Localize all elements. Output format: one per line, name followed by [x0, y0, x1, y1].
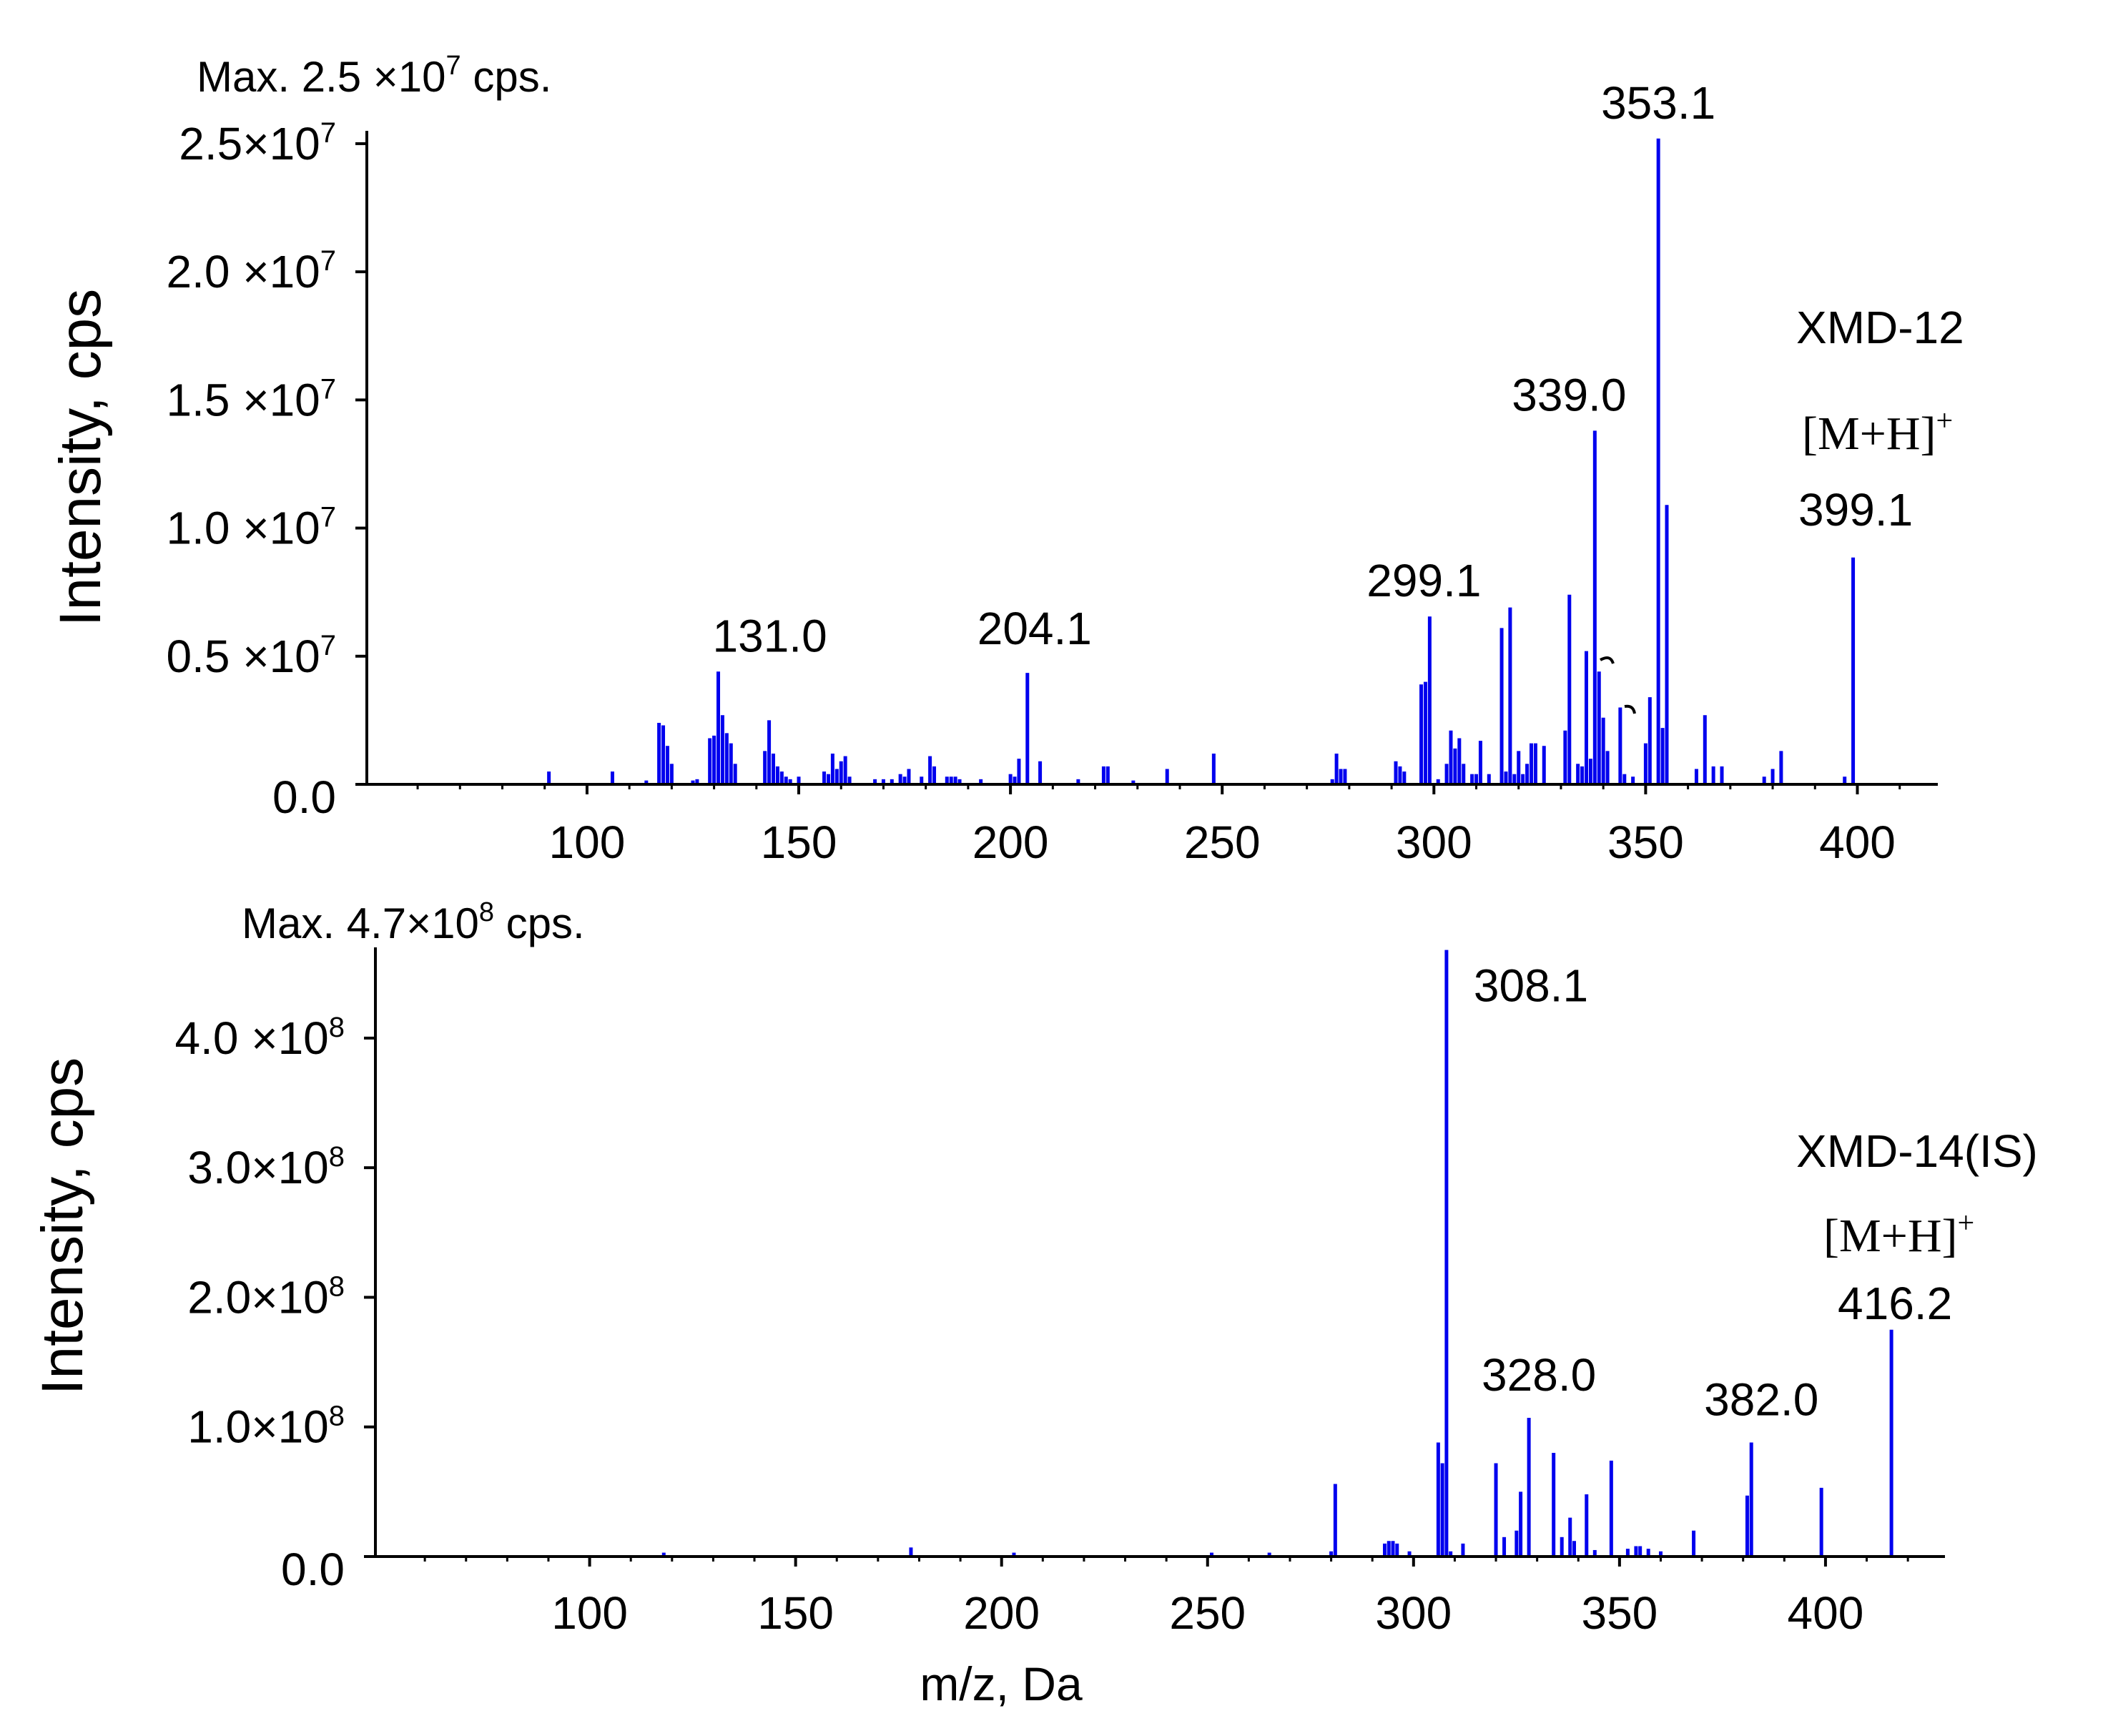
x-tick-label: 150	[757, 1587, 834, 1639]
y-tick-label: 2.0×108	[187, 1271, 345, 1323]
peak-label: 353.1	[1601, 77, 1715, 129]
peak-label: 204.1	[977, 603, 1092, 654]
y-tick-label: 1.0 ×107	[166, 502, 336, 554]
x-tick-label: 200	[972, 817, 1049, 868]
precursor-mz-label: 399.1	[1798, 484, 1913, 536]
precursor-mz-label: 416.2	[1838, 1278, 1952, 1329]
peak-label: 131.0	[713, 610, 827, 661]
peak-label: 328.0	[1482, 1349, 1596, 1401]
x-tick-labels: 100 150 200 250 300 350 400	[549, 817, 1896, 868]
y-tick-label: 2.0 ×107	[166, 245, 336, 297]
peaks	[547, 138, 1856, 784]
chart-xmd14: Max. 4.7×108 cps. Intensity, cps 0.0 1.0×…	[30, 897, 2038, 1710]
y-tick-label: 3.0×108	[187, 1141, 345, 1193]
peak-label: 382.0	[1704, 1373, 1818, 1425]
x-axis-label: m/z, Da	[920, 1657, 1083, 1710]
x-tick-label: 100	[551, 1587, 628, 1639]
y-tick-labels: 0.0 1.0×108 2.0×108 3.0×108 4.0 ×108	[174, 1012, 345, 1595]
compound-name: XMD-12	[1796, 302, 1964, 353]
chart-title: Max. 2.5 ×107 cps.	[197, 51, 551, 101]
peak-label: 339.0	[1512, 369, 1626, 420]
x-tick-label: 350	[1607, 817, 1684, 868]
x-tick-label: 200	[963, 1587, 1040, 1639]
peak-labels: 131.0 204.1 299.1 339.0 353.1	[713, 77, 1716, 662]
chart-xmd12: Max. 2.5 ×107 cps. Intensity, cps 0.0 0.5…	[48, 51, 1964, 868]
x-tick-label: 400	[1819, 817, 1896, 868]
y-tick-label: 0.5 ×107	[166, 630, 336, 682]
y-ticks	[364, 1036, 375, 1558]
y-tick-label: 0.0	[272, 771, 336, 823]
peaks	[661, 950, 1893, 1557]
x-tick-label: 350	[1581, 1587, 1658, 1639]
precursor-ion-label: [M+H]+	[1802, 405, 1953, 460]
peak-bracket-mark	[1600, 656, 1636, 714]
x-tick-label: 300	[1396, 817, 1472, 868]
peak-label: 308.1	[1474, 960, 1588, 1012]
x-tick-label: 100	[549, 817, 626, 868]
y-tick-label: 2.5×107	[179, 117, 336, 169]
x-tick-label: 150	[761, 817, 837, 868]
y-axis-label: Intensity, cps	[30, 1057, 95, 1395]
x-tick-label: 250	[1169, 1587, 1246, 1639]
x-tick-label: 250	[1184, 817, 1261, 868]
y-axis-label: Intensity, cps	[48, 289, 113, 626]
precursor-ion-label: [M+H]+	[1823, 1207, 1974, 1262]
y-tick-label: 1.5 ×107	[166, 373, 336, 425]
peak-label: 299.1	[1366, 555, 1481, 606]
x-tick-label: 300	[1375, 1587, 1452, 1639]
chart-title: Max. 4.7×108 cps.	[242, 897, 585, 947]
compound-name: XMD-14(IS)	[1796, 1125, 2038, 1177]
x-tick-labels: 100 150 200 250 300 350 400	[551, 1587, 1863, 1639]
y-tick-label: 1.0×108	[187, 1401, 345, 1453]
y-tick-label: 4.0 ×108	[174, 1012, 345, 1064]
y-tick-label: 0.0	[281, 1544, 345, 1595]
y-tick-labels: 0.0 0.5 ×107 1.0 ×107 1.5 ×107 2.0 ×107 2.5×1…	[166, 117, 336, 823]
y-ticks	[355, 142, 367, 786]
peak-labels: 308.1 328.0 382.0	[1474, 960, 1818, 1426]
x-tick-label: 400	[1788, 1587, 1864, 1639]
